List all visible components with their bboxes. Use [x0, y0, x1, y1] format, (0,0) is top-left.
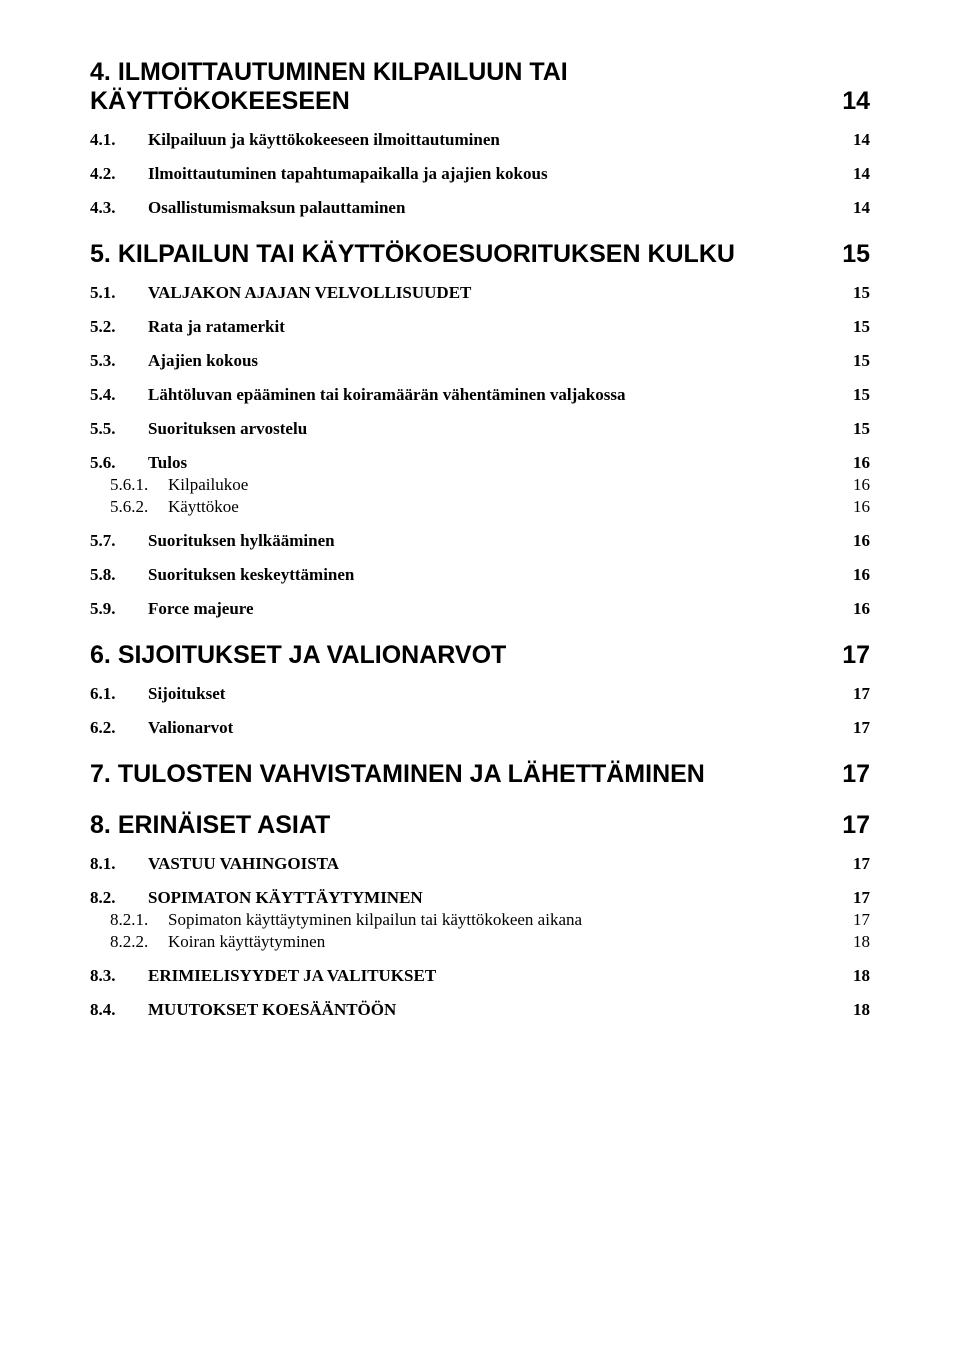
toc-entry: 5.4. Lähtöluvan epääminen tai koiramäärä…: [90, 385, 870, 405]
toc-entry: 5.5. Suorituksen arvostelu 15: [90, 419, 870, 439]
section-4-title: 4. ILMOITTAUTUMINEN KILPAILUUN TAI KÄYTT…: [90, 58, 822, 116]
section-5-heading: 5. KILPAILUN TAI KÄYTTÖKOESUORITUKSEN KU…: [90, 240, 870, 269]
section-6-title: 6. SIJOITUKSET JA VALIONARVOT: [90, 641, 506, 670]
section-6-page: 17: [822, 641, 870, 670]
toc-entry: 5.1. VALJAKON AJAJAN VELVOLLISUUDET 15: [90, 283, 870, 303]
section-8-page: 17: [822, 811, 870, 840]
section-8-title: 8. ERINÄISET ASIAT: [90, 811, 330, 840]
toc-entry: 4.2. Ilmoittautuminen tapahtumapaikalla …: [90, 164, 870, 184]
toc-subentry: 8.2.2. Koiran käyttäytyminen 18: [110, 932, 870, 952]
section-5-page: 15: [822, 240, 870, 269]
toc-subentry: 5.6.1. Kilpailukoe 16: [110, 475, 870, 495]
section-5-title: 5. KILPAILUN TAI KÄYTTÖKOESUORITUKSEN KU…: [90, 240, 735, 269]
section-7-title: 7. TULOSTEN VAHVISTAMINEN JA LÄHETTÄMINE…: [90, 760, 705, 789]
toc-entry: 5.8. Suorituksen keskeyttäminen 16: [90, 565, 870, 585]
section-8-heading: 8. ERINÄISET ASIAT 17: [90, 811, 870, 840]
section-7-heading: 7. TULOSTEN VAHVISTAMINEN JA LÄHETTÄMINE…: [90, 760, 870, 789]
toc-entry: 5.2. Rata ja ratamerkit 15: [90, 317, 870, 337]
toc-entry: 5.7. Suorituksen hylkääminen 16: [90, 531, 870, 551]
toc-entry: 6.1. Sijoitukset 17: [90, 684, 870, 704]
toc-entry: 8.1. VASTUU VAHINGOISTA 17: [90, 854, 870, 874]
section-7-page: 17: [822, 760, 870, 789]
toc-entry: 6.2. Valionarvot 17: [90, 718, 870, 738]
section-6-heading: 6. SIJOITUKSET JA VALIONARVOT 17: [90, 641, 870, 670]
section-4-heading: 4. ILMOITTAUTUMINEN KILPAILUUN TAI KÄYTT…: [90, 58, 870, 116]
toc-entry: 8.2. SOPIMATON KÄYTTÄYTYMINEN 17: [90, 888, 870, 908]
toc-entry: 5.9. Force majeure 16: [90, 599, 870, 619]
toc-subentry: 5.6.2. Käyttökoe 16: [110, 497, 870, 517]
toc-entry: 8.4. MUUTOKSET KOESÄÄNTÖÖN 18: [90, 1000, 870, 1020]
toc-entry: 4.1. Kilpailuun ja käyttökokeeseen ilmoi…: [90, 130, 870, 150]
toc-entry: 8.3. ERIMIELISYYDET JA VALITUKSET 18: [90, 966, 870, 986]
toc-entry: 4.3. Osallistumismaksun palauttaminen 14: [90, 198, 870, 218]
toc-entry: 5.3. Ajajien kokous 15: [90, 351, 870, 371]
toc-subentry: 8.2.1. Sopimaton käyttäytyminen kilpailu…: [110, 910, 870, 930]
section-4-page: 14: [822, 87, 870, 116]
toc-entry: 5.6. Tulos 16: [90, 453, 870, 473]
